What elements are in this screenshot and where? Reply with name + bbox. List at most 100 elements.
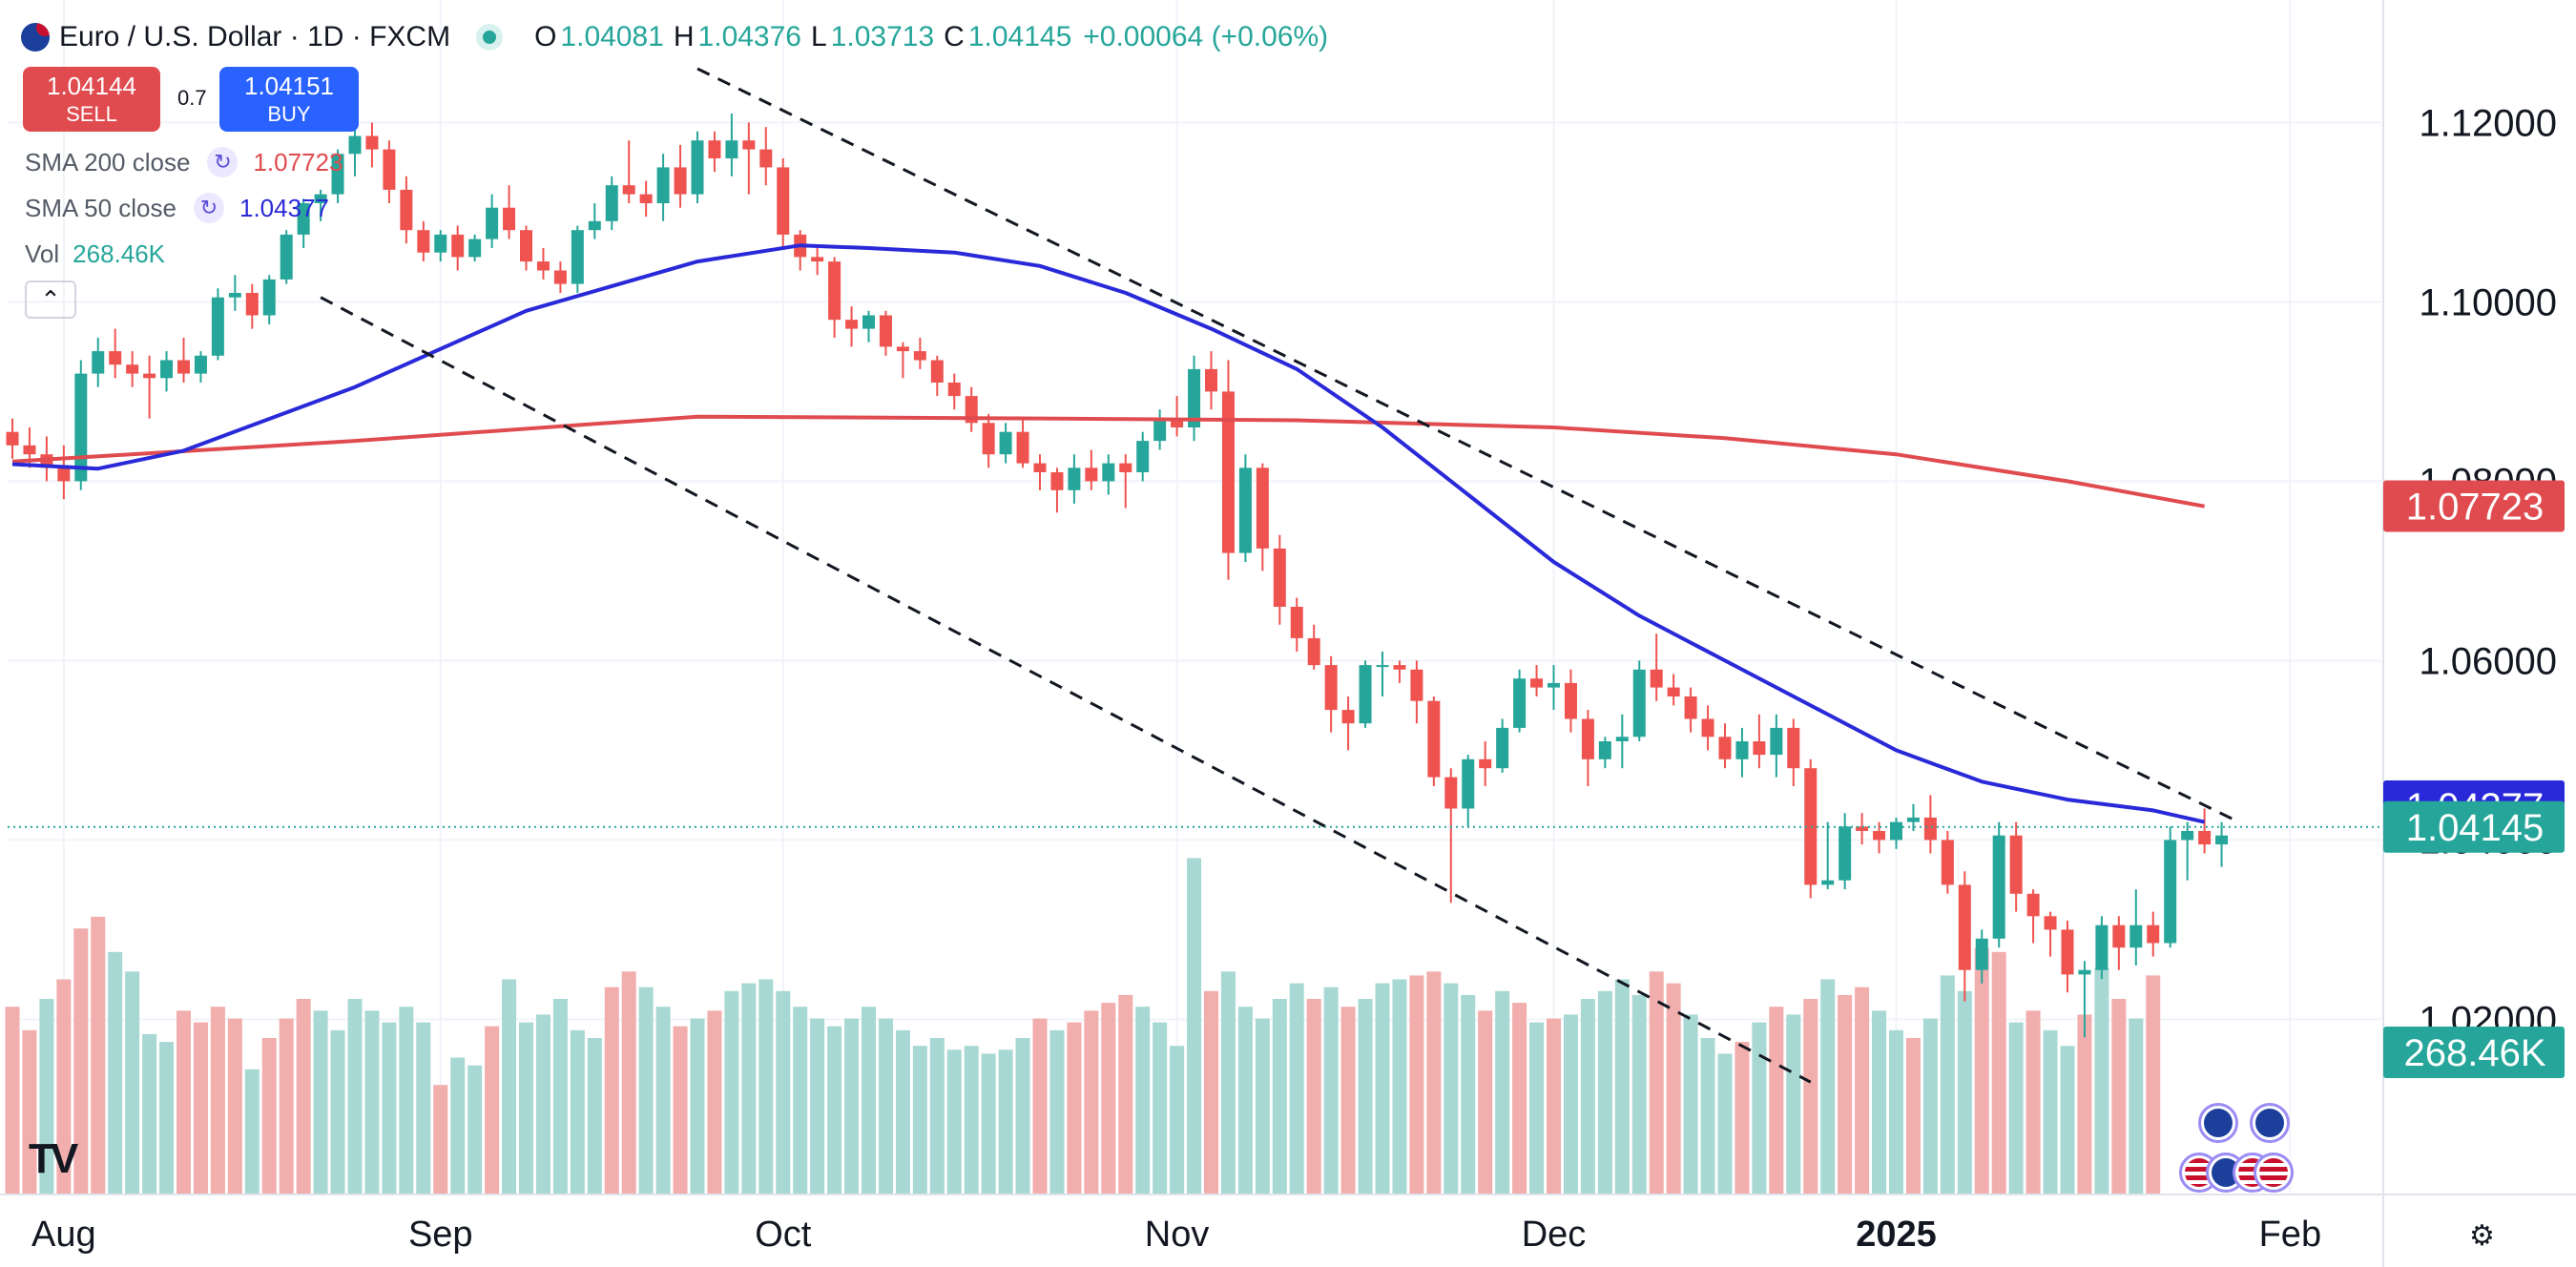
volume-bar (1820, 979, 1836, 1194)
candle-body (982, 423, 995, 455)
candle (1632, 660, 1646, 741)
candle (1564, 669, 1577, 733)
volume-bar (502, 979, 517, 1194)
candle (1701, 705, 1714, 751)
volume-bar (1272, 999, 1287, 1194)
refresh-icon[interactable]: ↻ (193, 193, 224, 223)
volume-bar (912, 1046, 927, 1194)
candle (1068, 454, 1081, 504)
indicator-sma200[interactable]: SMA 200 close ↻ 1.07723 (25, 143, 343, 181)
candle (622, 140, 635, 203)
open-key: O (534, 21, 557, 52)
candle-body (1873, 831, 1886, 841)
candle-body (383, 149, 396, 190)
volume-bar (73, 928, 89, 1194)
volume-bar (1529, 1022, 1545, 1194)
candle-body (1735, 741, 1749, 759)
candle (2061, 921, 2074, 993)
candle-body (622, 185, 635, 195)
candle (1975, 929, 1988, 984)
eu-flag-icon[interactable] (2198, 1103, 2238, 1143)
candle (1992, 821, 2005, 948)
candle (1684, 687, 1697, 733)
candle-body (348, 135, 362, 155)
candle (2078, 961, 2091, 1038)
candle-body (1068, 467, 1081, 490)
indicator-volume[interactable]: Vol 268.46K (25, 235, 165, 273)
candle (1188, 355, 1201, 442)
open-value: 1.04081 (560, 21, 664, 52)
candle (1256, 463, 1269, 571)
volume-bar (1700, 1038, 1715, 1194)
candle-body (160, 360, 174, 379)
indicator-sma50[interactable]: SMA 50 close ↻ 1.04377 (25, 189, 329, 227)
volume-bar (1512, 1003, 1527, 1194)
volume-bar (1547, 1018, 1561, 1194)
sma50-value: 1.04377 (239, 193, 329, 222)
candle-body (742, 140, 756, 150)
candle-body (1787, 727, 1800, 769)
candle-body (1427, 700, 1441, 778)
candle (1171, 396, 1184, 437)
candle (965, 386, 978, 432)
volume-bar (604, 987, 619, 1194)
volume-bar (364, 1010, 380, 1194)
eu-flag-icon[interactable] (2250, 1103, 2290, 1143)
candle (126, 351, 139, 387)
candle-body (1359, 665, 1372, 724)
volume-bar (39, 999, 54, 1194)
candle-body (1238, 467, 1252, 553)
volume-bar (1974, 947, 1989, 1194)
volume-bar (22, 1029, 37, 1194)
us-flag-icon[interactable] (2254, 1153, 2294, 1193)
candle-body (177, 360, 190, 374)
refresh-icon[interactable]: ↻ (207, 147, 239, 177)
candle (1615, 714, 1629, 769)
volume-bar (707, 1010, 722, 1194)
candle (1856, 813, 1869, 845)
candle (1205, 351, 1217, 410)
candle (1923, 795, 1937, 854)
symbol-title[interactable]: Euro / U.S. Dollar · 1D · FXCM (59, 21, 451, 52)
volume-bar (399, 1007, 414, 1194)
sell-button[interactable]: 1.04144 SELL (23, 67, 160, 132)
candle (913, 338, 926, 369)
candle-body (1496, 727, 1509, 769)
candle (2095, 916, 2109, 980)
candle-body (2061, 929, 2074, 975)
volume-bar (724, 990, 739, 1194)
price-label-box (2383, 800, 2565, 853)
candle (1804, 758, 1818, 899)
tradingview-logo[interactable]: TV (29, 1135, 78, 1182)
candle (160, 351, 174, 392)
time-tick-label: Oct (755, 1215, 812, 1255)
collapse-legend-button[interactable]: ⌃ (25, 280, 76, 319)
volume-bar (793, 1007, 808, 1194)
buy-button[interactable]: 1.04151 BUY (219, 67, 359, 132)
volume-bar (690, 1018, 705, 1194)
candle-body (126, 364, 139, 374)
candle-body (228, 293, 241, 298)
gear-icon[interactable]: ⚙ (2469, 1220, 2495, 1252)
candle-body (725, 140, 738, 158)
candle (1221, 360, 1235, 580)
candle (553, 261, 567, 293)
candle (143, 355, 156, 419)
candle (1376, 652, 1389, 696)
volume-bar (827, 1026, 842, 1194)
candle-body (828, 261, 841, 321)
volume-bar (2008, 1022, 2024, 1194)
candle-body (1479, 758, 1492, 769)
candle-body (2198, 831, 2212, 845)
candle (228, 275, 241, 311)
candle (1941, 831, 1954, 894)
sma200-name: SMA 200 close (25, 147, 191, 177)
volume-bar (1922, 1018, 1938, 1194)
market-status-icon[interactable] (483, 31, 497, 44)
candle-body (1324, 665, 1338, 711)
candle (2044, 911, 2057, 957)
candle (1033, 454, 1047, 490)
candle-body (999, 431, 1012, 455)
candle-body (109, 351, 122, 365)
